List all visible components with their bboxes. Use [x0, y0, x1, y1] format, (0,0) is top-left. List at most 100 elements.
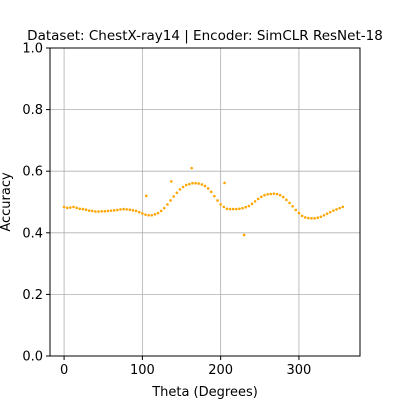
data-point	[235, 207, 238, 211]
x-tick-label: 200	[208, 363, 233, 378]
data-point	[225, 207, 229, 211]
y-axis-label: Accuracy	[0, 172, 14, 232]
data-point	[103, 209, 107, 213]
data-point	[147, 213, 150, 217]
plot-frame	[49, 47, 361, 357]
data-point	[194, 181, 197, 185]
data-point	[223, 181, 226, 185]
data-point	[191, 181, 194, 185]
data-point	[131, 209, 135, 212]
data-point	[238, 207, 241, 211]
data-point	[90, 209, 94, 213]
data-point	[100, 209, 103, 213]
data-point	[144, 213, 147, 216]
data-point	[175, 191, 179, 195]
data-point	[72, 205, 75, 209]
data-point	[84, 208, 88, 211]
data-point	[325, 212, 329, 216]
data-point	[87, 209, 91, 212]
data-point	[156, 211, 160, 215]
data-point	[219, 203, 222, 206]
data-point	[106, 209, 110, 213]
data-point	[122, 207, 125, 211]
data-point	[78, 207, 82, 211]
data-point	[285, 198, 288, 202]
data-points	[62, 166, 345, 237]
y-tick-label: 0.6	[22, 165, 43, 180]
data-point	[169, 199, 172, 202]
data-point	[244, 205, 248, 209]
y-tick-label: 1.0	[22, 42, 43, 57]
data-point	[291, 205, 294, 208]
chart-title: Dataset: ChestX-ray14 | Encoder: SimCLR …	[27, 28, 383, 44]
data-point	[247, 204, 251, 208]
data-point	[162, 206, 166, 210]
data-point	[172, 195, 175, 198]
data-point	[188, 182, 191, 186]
data-point	[144, 194, 148, 198]
data-point	[228, 207, 232, 211]
data-point	[153, 213, 157, 216]
data-point	[213, 194, 216, 198]
data-point	[307, 216, 310, 220]
y-tick-label: 0.8	[22, 103, 43, 118]
data-point	[203, 184, 207, 188]
data-point	[250, 202, 254, 206]
data-point	[65, 206, 69, 210]
data-point	[134, 209, 138, 213]
data-point	[316, 216, 320, 220]
data-point	[150, 213, 154, 217]
data-point	[328, 210, 332, 214]
x-tick-label: 0	[60, 363, 68, 378]
data-point	[269, 192, 273, 196]
y-tick-label: 0.4	[22, 226, 43, 241]
data-point	[94, 210, 97, 213]
data-point	[109, 209, 113, 212]
data-point	[242, 233, 246, 237]
data-point	[341, 205, 345, 209]
data-point	[300, 214, 304, 218]
data-point	[190, 166, 193, 170]
data-point	[137, 210, 141, 214]
data-point	[181, 185, 185, 189]
data-point	[338, 206, 341, 210]
data-point	[319, 215, 323, 219]
data-point	[125, 208, 129, 211]
x-axis-ticks: 0 100 200 300	[60, 356, 311, 378]
data-point	[288, 201, 291, 205]
data-point	[75, 206, 78, 210]
data-point	[266, 193, 269, 196]
data-point	[313, 217, 316, 220]
data-point	[241, 206, 244, 210]
data-point	[197, 182, 201, 185]
y-tick-label: 0.0	[22, 350, 43, 365]
data-point	[128, 208, 132, 211]
data-point	[141, 212, 144, 215]
data-point	[170, 180, 173, 183]
data-point	[263, 193, 266, 197]
data-point	[206, 187, 210, 190]
data-point	[322, 213, 326, 217]
data-point	[332, 209, 335, 212]
data-point	[159, 209, 163, 213]
data-point	[275, 192, 279, 196]
data-point	[81, 207, 85, 211]
data-point	[62, 205, 66, 209]
data-point	[116, 208, 119, 212]
data-point	[184, 183, 188, 187]
x-tick-label: 100	[130, 363, 155, 378]
data-point	[178, 188, 182, 191]
data-point	[310, 217, 313, 220]
data-point	[335, 208, 338, 211]
data-point	[272, 192, 276, 195]
data-point	[69, 206, 72, 209]
y-axis-ticks: 0.0 0.2 0.4 0.6 0.8 1.0	[22, 42, 50, 365]
data-point	[200, 183, 204, 186]
x-tick-label: 300	[287, 363, 312, 378]
y-tick-label: 0.2	[22, 288, 43, 303]
data-point	[166, 203, 169, 206]
data-point	[278, 193, 282, 197]
data-point	[303, 216, 307, 219]
